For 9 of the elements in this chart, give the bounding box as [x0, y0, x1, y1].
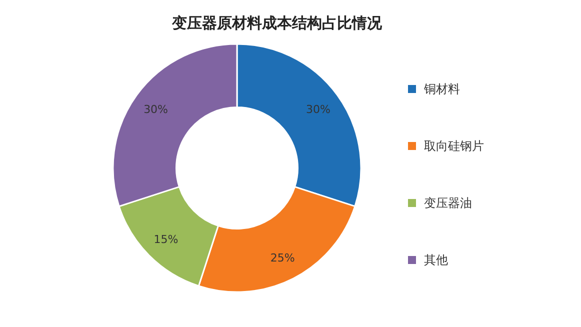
legend-label: 取向硅钢片 [424, 139, 484, 153]
data-label: 30% [144, 103, 168, 116]
chart-title: 变压器原材料成本结构占比情况 [171, 14, 383, 32]
data-label: 30% [306, 103, 330, 116]
data-label: 15% [154, 232, 178, 246]
legend-label: 铜材料 [423, 82, 460, 96]
legend-label: 变压器油 [424, 196, 472, 210]
legend-label: 其他 [424, 253, 448, 267]
data-label: 25% [270, 251, 295, 264]
